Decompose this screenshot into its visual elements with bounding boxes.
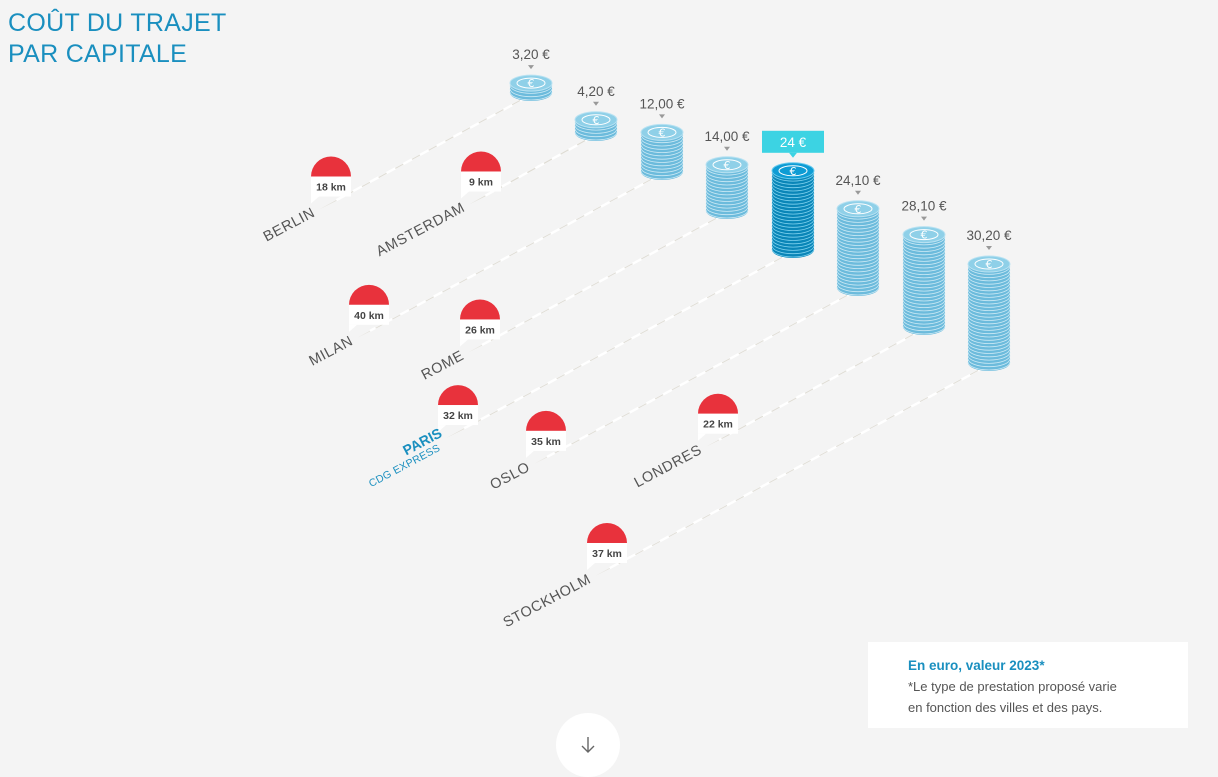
distance-marker-rome: 26 km: [460, 299, 500, 347]
city-label-milan: MILAN: [307, 333, 356, 369]
arrow-down-icon: [581, 737, 595, 753]
distance-label-milan: 40 km: [354, 310, 384, 322]
price-label-oslo: 24,10 €: [835, 173, 881, 188]
price-pointer-icon-amsterdam: [593, 101, 599, 106]
road-lane-marking-londres: [718, 328, 923, 441]
road-lane-marking-paris: [458, 251, 792, 433]
euro-icon-amsterdam: €: [593, 114, 600, 127]
road-lane-marking-rome: [480, 212, 726, 347]
distance-marker-stockholm: 37 km: [587, 522, 627, 570]
chart-title-line-1: COÛT DU TRAJET: [8, 9, 227, 37]
price-pointer-icon-milan: [659, 114, 665, 119]
distance-marker-oslo: 35 km: [526, 410, 566, 458]
euro-icon-milan: €: [659, 126, 666, 139]
distance-marker-amsterdam: 9 km: [461, 151, 501, 199]
note-title: En euro, valeur 2023*: [908, 658, 1045, 673]
city-label-rome: ROME: [419, 348, 467, 384]
city-label-oslo: OSLO: [488, 459, 533, 493]
euro-icon-berlin: €: [528, 77, 535, 90]
distance-marker-berlin: 18 km: [311, 156, 352, 204]
note-line-1: *Le type de prestation proposé varie: [908, 679, 1117, 694]
scroll-down-button[interactable]: [556, 713, 620, 777]
price-pointer-icon-stockholm: [986, 246, 992, 250]
coin-stack-berlin: €: [509, 74, 553, 101]
road-lane-marking-oslo: [546, 289, 857, 458]
note-box: En euro, valeur 2023* *Le type de presta…: [868, 642, 1188, 728]
distance-marker-londres: 22 km: [698, 393, 738, 441]
city-label-londres: LONDRES: [632, 442, 705, 491]
city-label-berlin: BERLIN: [261, 205, 318, 245]
distance-label-rome: 26 km: [465, 324, 495, 336]
journey-cost-chart: € € € € € € € € 18 km 9 km 40 km 26 km 32 km 35 km 22…: [261, 47, 1012, 631]
distance-marker-paris: 32 km: [438, 385, 478, 433]
coin-stack-londres: €: [902, 226, 946, 335]
euro-icon-oslo: €: [855, 203, 862, 216]
distance-label-oslo: 35 km: [531, 436, 561, 448]
euro-icon-londres: €: [921, 229, 928, 242]
euro-icon-rome: €: [724, 159, 731, 172]
coin-stack-stockholm: €: [967, 255, 1011, 371]
coin-stack-paris: €: [771, 162, 815, 258]
coin-stack-oslo: €: [836, 200, 880, 296]
city-label-amsterdam: AMSTERDAM: [374, 200, 468, 260]
distance-label-stockholm: 37 km: [592, 548, 622, 560]
price-label-stockholm: 30,20 €: [966, 228, 1012, 243]
euro-icon-paris: €: [790, 165, 797, 178]
price-label-berlin: 3,20 €: [512, 47, 550, 62]
distance-label-paris: 32 km: [443, 410, 473, 422]
euro-icon-stockholm: €: [986, 258, 993, 271]
distance-label-londres: 22 km: [703, 419, 733, 431]
city-label-stockholm: STOCKHOLM: [501, 571, 594, 631]
chart-title-line-2: PAR CAPITALE: [8, 40, 188, 68]
distance-label-amsterdam: 9 km: [469, 176, 493, 188]
road-lane-marking-milan: [369, 173, 661, 332]
price-label-amsterdam: 4,20 €: [577, 84, 615, 99]
coin-stack-milan: €: [640, 123, 684, 180]
chart-title: COÛT DU TRAJET PAR CAPITALE: [8, 8, 227, 70]
price-tag-paris: [762, 130, 824, 153]
price-pointer-icon-londres: [921, 216, 927, 221]
road-lane-marking-stockholm: [607, 364, 988, 571]
price-label-rome: 14,00 €: [704, 129, 750, 144]
coin-stack-amsterdam: €: [574, 111, 618, 141]
price-label-londres: 28,10 €: [901, 199, 947, 214]
price-pointer-icon-oslo: [855, 190, 861, 195]
price-label-milan: 12,00 €: [639, 96, 685, 111]
price-pointer-icon-rome: [724, 146, 730, 151]
price-pointer-icon-berlin: [528, 65, 534, 70]
note-line-2: en fonction des villes et des pays.: [908, 700, 1103, 715]
price-label-paris: 24 €: [780, 135, 807, 150]
road-lane-marking-amsterdam: [481, 134, 595, 199]
distance-label-berlin: 18 km: [316, 182, 346, 194]
distance-marker-milan: 40 km: [349, 284, 389, 332]
coin-stack-rome: €: [705, 156, 749, 219]
